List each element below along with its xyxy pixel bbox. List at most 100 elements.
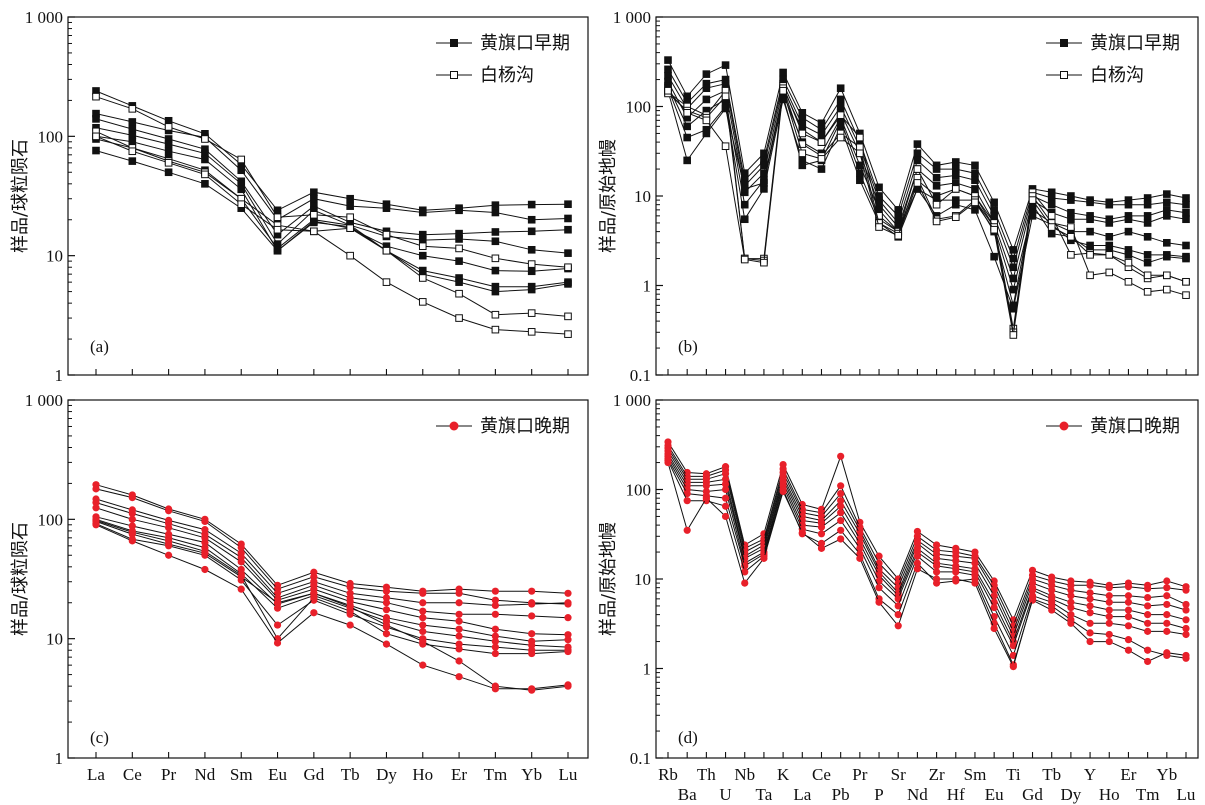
y-tick-label: 10 bbox=[634, 187, 651, 206]
series-group bbox=[664, 86, 1190, 339]
series-group bbox=[92, 132, 572, 276]
x-tick-label: Yb bbox=[521, 765, 542, 784]
data-point bbox=[1086, 198, 1094, 207]
data-point bbox=[913, 185, 922, 193]
data-point bbox=[273, 206, 282, 215]
data-point bbox=[951, 179, 960, 187]
data-point bbox=[683, 489, 691, 498]
data-point bbox=[1124, 200, 1133, 209]
data-point bbox=[932, 217, 941, 226]
data-point bbox=[564, 614, 572, 622]
y-axis-title: 样品/原始地幔 bbox=[598, 139, 619, 253]
data-point bbox=[990, 592, 998, 600]
data-point bbox=[1047, 229, 1056, 238]
data-point bbox=[1143, 288, 1152, 296]
data-point bbox=[92, 146, 100, 155]
data-point bbox=[971, 169, 979, 177]
data-point bbox=[418, 270, 427, 278]
data-point bbox=[837, 489, 845, 498]
x-tick-label: Dy bbox=[1060, 785, 1081, 804]
legend-marker bbox=[1059, 421, 1069, 431]
data-point bbox=[664, 86, 672, 95]
data-point bbox=[683, 113, 691, 122]
data-point bbox=[798, 109, 807, 117]
data-point bbox=[721, 512, 730, 521]
data-point bbox=[817, 539, 826, 547]
data-point bbox=[92, 517, 100, 526]
y-tick-label: 100 bbox=[626, 98, 652, 117]
data-point bbox=[528, 600, 536, 608]
data-point bbox=[491, 208, 500, 217]
data-point bbox=[1124, 215, 1133, 224]
data-point bbox=[1105, 592, 1113, 600]
data-point bbox=[419, 614, 427, 622]
data-point bbox=[1163, 190, 1171, 198]
data-point bbox=[664, 65, 672, 74]
data-point bbox=[1105, 598, 1113, 606]
data-point bbox=[491, 237, 500, 246]
data-point bbox=[455, 657, 463, 665]
data-point bbox=[1143, 258, 1152, 267]
data-point bbox=[1086, 227, 1094, 236]
data-point bbox=[1124, 227, 1133, 236]
data-point bbox=[875, 598, 883, 606]
x-tick-label: Ti bbox=[1006, 765, 1021, 784]
data-point bbox=[1163, 611, 1171, 619]
y-tick-label: 100 bbox=[38, 127, 64, 146]
x-tick-label: Tm bbox=[484, 765, 508, 784]
data-point bbox=[664, 56, 672, 64]
x-tick-label: Lu bbox=[1177, 785, 1196, 804]
data-point bbox=[856, 169, 864, 177]
data-point bbox=[1067, 223, 1075, 231]
data-point bbox=[419, 661, 427, 669]
series-line bbox=[667, 59, 1187, 252]
data-point bbox=[382, 640, 391, 648]
x-tick-label: Nb bbox=[734, 765, 755, 784]
data-point bbox=[683, 526, 691, 534]
data-point bbox=[455, 314, 463, 322]
data-point bbox=[856, 554, 864, 562]
series-group bbox=[92, 499, 572, 622]
data-point bbox=[1105, 251, 1114, 259]
data-point bbox=[128, 522, 136, 530]
data-point bbox=[346, 213, 354, 222]
series-line bbox=[95, 516, 569, 642]
plot-frame bbox=[67, 16, 589, 376]
data-point bbox=[1067, 611, 1075, 619]
data-point bbox=[702, 129, 711, 138]
data-point bbox=[310, 188, 318, 197]
x-tick-label: Gd bbox=[1022, 785, 1043, 804]
y-tick-label: 100 bbox=[626, 481, 652, 500]
data-point bbox=[779, 75, 787, 84]
data-point bbox=[1163, 600, 1171, 609]
y-axis-title: 样品/球粒陨石 bbox=[10, 139, 31, 253]
y-tick-label: 1 000 bbox=[25, 391, 63, 410]
data-point bbox=[1124, 606, 1133, 614]
data-point bbox=[932, 200, 941, 209]
data-point bbox=[875, 200, 883, 209]
data-point bbox=[817, 523, 826, 531]
data-point bbox=[527, 309, 536, 317]
data-point bbox=[1163, 206, 1171, 214]
series-line bbox=[667, 453, 1187, 643]
data-point bbox=[951, 213, 960, 221]
x-tick-label: Er bbox=[451, 765, 467, 784]
data-point bbox=[837, 526, 845, 534]
data-point bbox=[564, 312, 572, 321]
series-group bbox=[664, 458, 1190, 671]
data-point bbox=[683, 497, 691, 505]
data-point bbox=[1009, 642, 1017, 650]
y-tick-label: 1 000 bbox=[613, 391, 651, 410]
data-point bbox=[527, 328, 536, 336]
data-point bbox=[1182, 624, 1190, 633]
data-point bbox=[721, 61, 730, 69]
data-point bbox=[1086, 619, 1094, 627]
data-point bbox=[990, 212, 998, 220]
data-point bbox=[721, 142, 730, 151]
data-point bbox=[683, 156, 691, 165]
data-point bbox=[817, 125, 826, 134]
data-point bbox=[201, 517, 209, 526]
data-point bbox=[779, 487, 787, 496]
series-line bbox=[95, 502, 569, 619]
data-point bbox=[1067, 215, 1075, 224]
